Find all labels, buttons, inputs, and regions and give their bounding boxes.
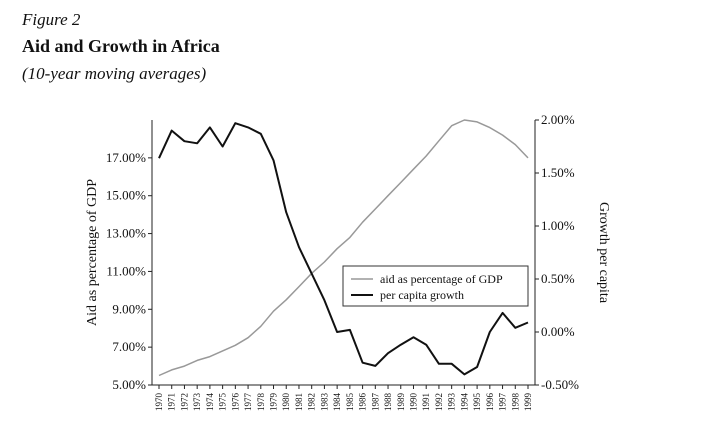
x-tick-label: 1998	[510, 393, 520, 412]
x-tick-label: 1996	[485, 393, 495, 412]
left-tick-label: 7.00%	[112, 339, 146, 354]
right-tick-label: 2.00%	[541, 112, 575, 127]
right-tick-label: 0.00%	[541, 324, 575, 339]
figure-title: Aid and Growth in Africa	[22, 36, 220, 56]
right-tick-label: 1.00%	[541, 218, 575, 233]
x-tick-label: 1989	[396, 393, 406, 412]
right-tick-label: 1.50%	[541, 165, 575, 180]
series-layer	[158, 119, 529, 377]
x-tick-label: 1995	[472, 393, 482, 412]
legend-label: aid as percentage of GDP	[380, 272, 503, 286]
aid-series-line	[158, 119, 529, 377]
x-tick-label: 1982	[307, 393, 317, 411]
left-tick-label: 15.00%	[106, 188, 146, 203]
axes: 5.00% 7.00% 9.00% 11.00% 13.00% 15.00% 17.00% -…	[85, 112, 611, 411]
x-tick-label: 1970	[154, 393, 164, 412]
x-tick-label: 1993	[447, 393, 457, 412]
right-tick-label: 0.50%	[541, 271, 575, 286]
x-tick-label: 1999	[523, 393, 533, 412]
x-tick-label: 1978	[256, 393, 266, 412]
x-tick-label: 1987	[370, 393, 380, 412]
figure-subtitle: (10-year moving averages)	[22, 64, 207, 83]
x-tick-label: 1976	[230, 393, 240, 412]
growth-series-line	[158, 122, 529, 376]
x-tick-label: 1972	[179, 393, 189, 411]
legend-label: per capita growth	[380, 288, 464, 302]
x-tick-label: 1986	[358, 393, 368, 412]
x-tick-label: 1992	[434, 393, 444, 411]
right-axis-title: Growth per capita	[596, 202, 611, 304]
left-tick-label: 13.00%	[106, 226, 146, 241]
x-tick-label: 1980	[281, 393, 291, 412]
x-tick-label: 1991	[421, 393, 431, 411]
x-tick-label: 1975	[218, 393, 228, 412]
right-tick-label: -0.50%	[541, 377, 579, 392]
x-tick-label: 1979	[269, 393, 279, 412]
left-axis-title: Aid as percentage of GDP	[85, 179, 100, 326]
x-tick-label: 1981	[294, 393, 304, 411]
left-tick-label: 9.00%	[112, 301, 146, 316]
left-tick-label: 11.00%	[106, 263, 146, 278]
legend-box	[342, 265, 529, 307]
left-tick-label: 5.00%	[112, 377, 146, 392]
x-tick-label: 1990	[408, 393, 418, 412]
x-tick-label: 1973	[192, 393, 202, 412]
x-tick-label: 1997	[498, 393, 508, 412]
x-tick-label: 1988	[383, 393, 393, 412]
x-tick-label: 1974	[205, 393, 215, 412]
figure-label: Figure 2	[22, 10, 81, 29]
x-tick-label: 1971	[167, 393, 177, 411]
x-tick-label: 1985	[345, 393, 355, 412]
legend: aid as percentage of GDP per capita growt…	[342, 265, 529, 307]
x-tick-label: 1984	[332, 393, 342, 412]
x-tick-label: 1994	[459, 393, 469, 412]
x-tick-label: 1983	[319, 393, 329, 412]
left-tick-label: 17.00%	[106, 150, 146, 165]
x-tick-label: 1977	[243, 393, 253, 412]
